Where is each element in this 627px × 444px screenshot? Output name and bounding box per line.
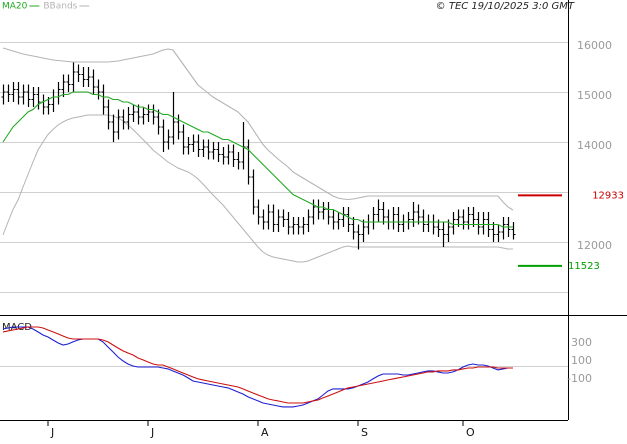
y-tick-label: -100 (567, 372, 592, 385)
x-tick-label: S (361, 426, 368, 439)
x-tick-label: O (466, 426, 475, 439)
band-lower (2, 114, 513, 263)
x-tick-label: J (50, 426, 54, 439)
y-tick-label: 15000 (577, 89, 612, 102)
y-tick-label: 14000 (577, 139, 612, 152)
indicator-line (2, 91, 513, 228)
y-tick-label: 16000 (577, 39, 612, 52)
y-tick-label: 100 (571, 354, 592, 367)
copyright: © TEC 19/10/2025 3:0 GMT (436, 1, 575, 12)
y-tick-label: 12000 (577, 239, 612, 252)
level-label: 12933 (592, 190, 624, 201)
y-tick-label: 300 (571, 336, 592, 349)
band-upper (2, 47, 514, 211)
indicator-line (2, 326, 513, 404)
level-label: 11523 (568, 261, 600, 272)
legend-label: MA20 (2, 2, 28, 12)
legend-label: BBands (43, 2, 77, 12)
x-tick-label: J (150, 426, 154, 439)
x-tick-label: A (261, 426, 269, 439)
